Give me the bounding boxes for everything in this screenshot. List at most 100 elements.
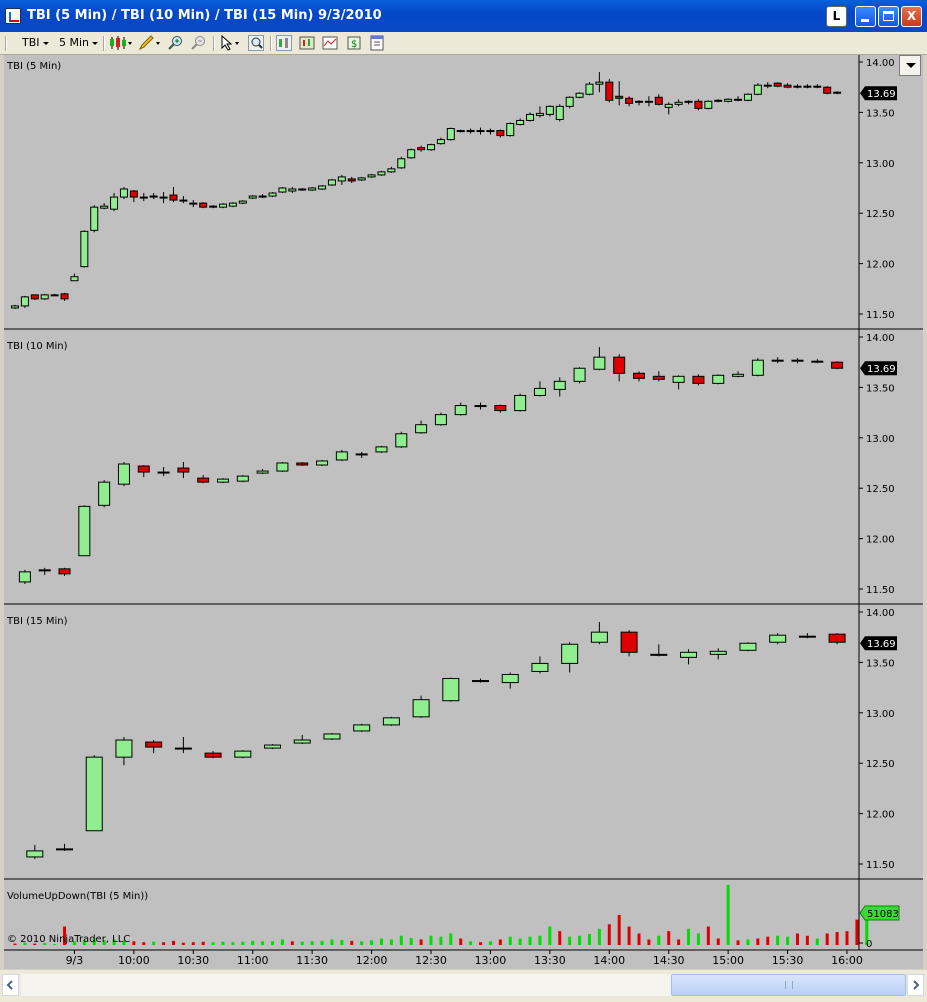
close-button[interactable]: X <box>901 6 922 27</box>
volume-bar <box>855 919 859 945</box>
volume-bar <box>687 928 691 945</box>
toolbar-separator <box>270 36 272 51</box>
volume-bar <box>122 940 126 945</box>
x-tick-label: 14:30 <box>653 954 685 967</box>
candle-body <box>367 174 376 178</box>
maximize-button[interactable] <box>878 6 899 27</box>
candle-body <box>783 84 792 88</box>
x-tick-label: 12:00 <box>356 954 388 967</box>
scroll-right-button[interactable] <box>907 974 924 996</box>
candle-body <box>680 651 698 658</box>
chart-app-icon[interactable] <box>5 8 21 24</box>
pane-title-15min: TBI (15 Min) <box>7 616 68 627</box>
candle-body <box>575 92 584 98</box>
volume-bar <box>647 939 651 945</box>
volume-bar <box>776 935 780 945</box>
candle-body <box>278 187 287 193</box>
candle-body <box>119 188 128 198</box>
link-button[interactable]: L <box>826 6 847 27</box>
candle-body <box>397 158 406 169</box>
y-tick-label: 12.00 <box>866 810 895 821</box>
properties-icon[interactable] <box>369 35 385 51</box>
candle-body <box>771 359 784 362</box>
candle-body <box>157 471 170 474</box>
candle-body <box>26 850 44 858</box>
toolbar-separator <box>103 36 105 51</box>
x-tick-label: 15:30 <box>772 954 804 967</box>
candle-body <box>593 356 606 370</box>
last-price-marker <box>860 86 897 101</box>
instrument-label: TBI <box>22 36 40 49</box>
candle-body <box>793 85 802 88</box>
candle-body <box>238 200 247 204</box>
chevron-left-icon <box>6 980 13 990</box>
candle-body <box>585 83 594 95</box>
candlestick-style-icon[interactable] <box>109 35 133 51</box>
candle-body <box>375 446 388 453</box>
volume-bar <box>835 932 839 945</box>
volume-bar <box>261 941 265 945</box>
chart-area[interactable]: 14.00 13.50 13.00 12.50 12.00 11.50 13.69 14.00… <box>4 55 923 969</box>
candle-body <box>209 205 218 208</box>
chevron-down-icon <box>42 41 49 45</box>
candle-body <box>323 733 341 740</box>
candle-body <box>179 199 188 202</box>
zoom-out-icon[interactable] <box>190 35 206 51</box>
candle-body <box>219 203 227 208</box>
indicator-icon[interactable] <box>322 35 338 51</box>
horizontal-scrollbar[interactable] <box>0 970 927 1002</box>
x-tick-label: 9/3 <box>66 954 84 967</box>
volume-bar <box>379 938 383 945</box>
y-tick-label: 12.00 <box>866 260 895 271</box>
volume-bar <box>142 942 146 945</box>
x-tick-label: 13:30 <box>534 954 566 967</box>
window-title: TBI (5 Min) / TBI (10 Min) / TBI (15 Min… <box>27 8 382 23</box>
close-icon: X <box>906 9 917 23</box>
svg-text:$: $ <box>351 39 357 50</box>
candle-body <box>454 405 467 416</box>
magnifier-icon[interactable] <box>248 35 264 51</box>
candle-body <box>248 195 257 199</box>
data-box-icon[interactable] <box>299 35 315 51</box>
candle-body <box>256 470 269 474</box>
minimize-button[interactable] <box>855 6 876 27</box>
candle-body <box>831 361 844 369</box>
candle-body <box>327 179 336 186</box>
candle-body <box>145 741 163 748</box>
scroll-track[interactable] <box>21 974 906 996</box>
instrument-selector[interactable]: TBI <box>22 35 49 51</box>
y-tick-label: 14.00 <box>866 608 895 619</box>
bar-chart-icon[interactable] <box>276 35 292 51</box>
volume-bar <box>657 935 661 945</box>
chart-canvas[interactable]: 14.00 13.50 13.00 12.50 12.00 11.50 13.69 14.00… <box>4 55 923 969</box>
candle-body <box>264 744 282 749</box>
pencil-draw-icon[interactable] <box>138 35 162 51</box>
scroll-thumb[interactable] <box>671 974 906 996</box>
candle-body <box>139 196 148 199</box>
candle-body <box>38 569 51 572</box>
volume-bar <box>409 938 413 945</box>
candle-body <box>217 478 229 483</box>
volume-bar <box>370 940 374 945</box>
candle-body <box>417 147 426 151</box>
scroll-left-button[interactable] <box>2 974 19 996</box>
candle-body <box>644 100 653 103</box>
strategy-icon[interactable]: $ <box>346 35 362 51</box>
minimize-icon <box>861 19 869 22</box>
volume-bar <box>112 939 116 945</box>
interval-selector[interactable]: 5 Min <box>59 35 99 51</box>
volume-bar <box>865 915 869 945</box>
cursor-pointer-icon[interactable] <box>219 35 243 51</box>
volume-bar <box>63 926 67 945</box>
candle-body <box>80 230 89 268</box>
candle-body <box>436 139 445 145</box>
volume-bar <box>805 935 809 945</box>
y-tick-label: 13.50 <box>866 658 895 669</box>
candle-body <box>531 662 549 672</box>
candle-body <box>811 360 824 363</box>
volume-bar <box>251 940 255 945</box>
chart-options-dropdown[interactable] <box>899 55 921 76</box>
candle-body <box>476 130 485 133</box>
volume-bar <box>786 936 790 945</box>
zoom-in-icon[interactable] <box>167 35 183 51</box>
